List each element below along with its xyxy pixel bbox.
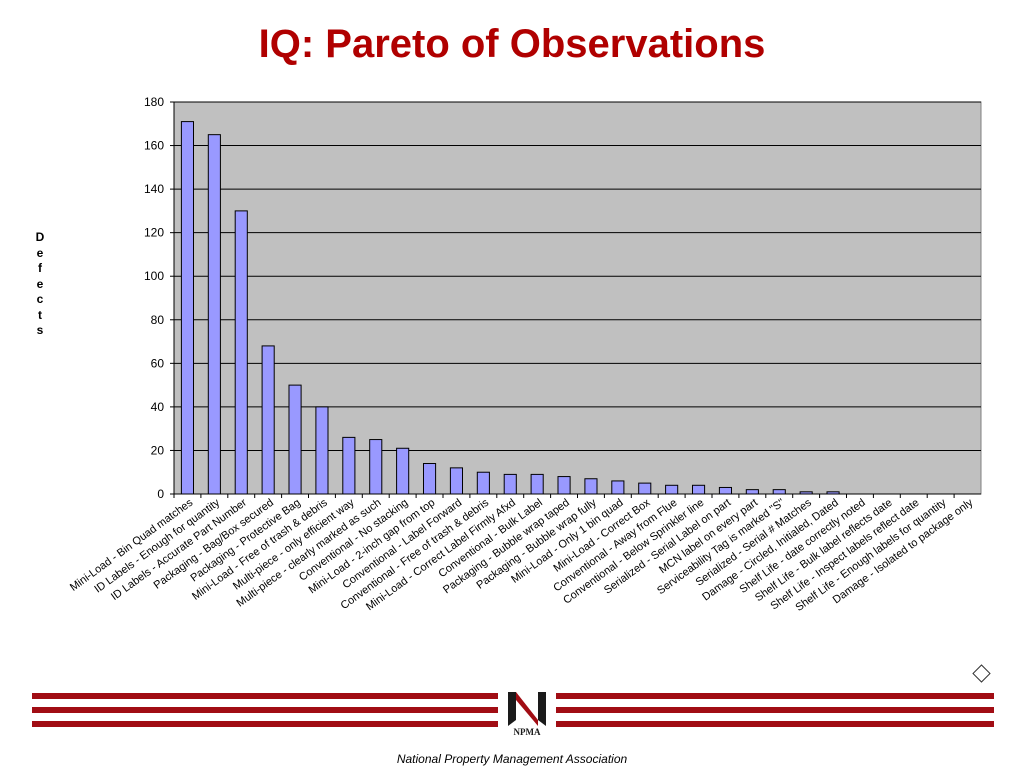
bar: [638, 482, 652, 495]
bar: [557, 476, 571, 495]
bar: [342, 436, 356, 495]
bar: [422, 463, 437, 495]
bar: [611, 480, 625, 495]
bar: [288, 384, 302, 495]
bar: [234, 210, 248, 495]
bar: [261, 345, 275, 495]
y-tick-label: 160: [144, 139, 164, 153]
y-tick-label: 20: [151, 443, 165, 457]
y-tick-label: 40: [151, 400, 165, 414]
bar: [718, 486, 733, 495]
slide-title: IQ: Pareto of Observations: [258, 22, 766, 66]
npma-logo-text: NPMA: [513, 727, 541, 737]
y-tick-label: 100: [144, 269, 164, 283]
bar: [826, 491, 840, 495]
y-tick-label: 60: [151, 356, 165, 370]
bar: [665, 484, 679, 495]
y-tick-label: 120: [144, 226, 164, 240]
bar: [799, 491, 813, 495]
y-tick-label: 180: [144, 95, 164, 109]
y-tick-label: 80: [151, 313, 165, 327]
bar: [530, 473, 544, 495]
bar: [772, 489, 786, 495]
bar: [691, 484, 706, 495]
npma-logo: [502, 688, 552, 736]
header-stripe-left-1: [32, 693, 498, 699]
bar: [369, 439, 383, 495]
header-stripe-right-2: [556, 707, 994, 713]
header-stripe-left-3: [32, 721, 498, 727]
bar: [315, 406, 329, 495]
bar: [180, 121, 195, 495]
bar: [396, 447, 410, 495]
y-tick-label: 140: [144, 182, 164, 196]
bar: [449, 467, 464, 495]
footer-text: National Property Management Association: [396, 752, 628, 766]
y-tick-label: 0: [157, 487, 164, 501]
y-axis-label: D e f e c t s: [35, 230, 45, 337]
bar: [207, 134, 221, 495]
header-stripe-right-1: [556, 693, 994, 699]
bar: [584, 478, 598, 495]
bar: [503, 473, 517, 495]
header-stripe-right-3: [556, 721, 994, 727]
bar: [476, 471, 490, 495]
bar: [745, 489, 759, 495]
plot-area: [173, 101, 982, 495]
header-stripe-left-2: [32, 707, 498, 713]
